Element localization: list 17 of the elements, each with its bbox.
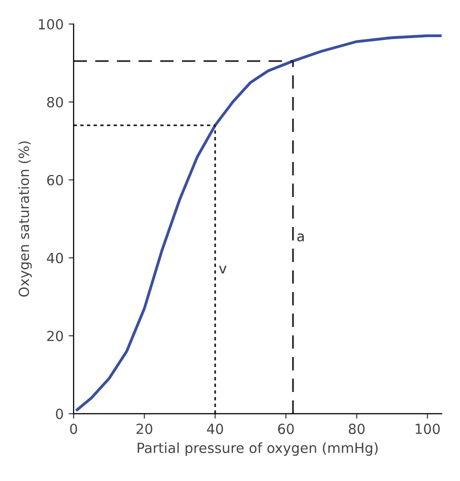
y-axis-title: Oxygen saturation (%) bbox=[18, 141, 32, 297]
x-tick-label: 0 bbox=[70, 424, 78, 434]
x-tick-label: 100 bbox=[416, 424, 440, 434]
line-series bbox=[76, 34, 442, 412]
y-tick-label: 60 bbox=[47, 174, 63, 186]
x-tick-label: 40 bbox=[206, 424, 224, 434]
x-tick-label: 80 bbox=[348, 424, 365, 434]
y-tick-label: 80 bbox=[47, 96, 63, 108]
y-tick-label: 20 bbox=[47, 330, 63, 342]
x-tick-label: 60 bbox=[278, 424, 294, 434]
ref-line-label: v bbox=[219, 266, 226, 274]
y-tick-label: 40 bbox=[46, 252, 63, 264]
x-axis-title: Partial pressure of oxygen (mmHg) bbox=[138, 442, 378, 456]
ref-line-label: a bbox=[297, 233, 304, 242]
y-tick-label: 100 bbox=[38, 19, 63, 30]
x-tick-label: 20 bbox=[136, 424, 152, 434]
y-tick-label: 0 bbox=[56, 408, 63, 420]
